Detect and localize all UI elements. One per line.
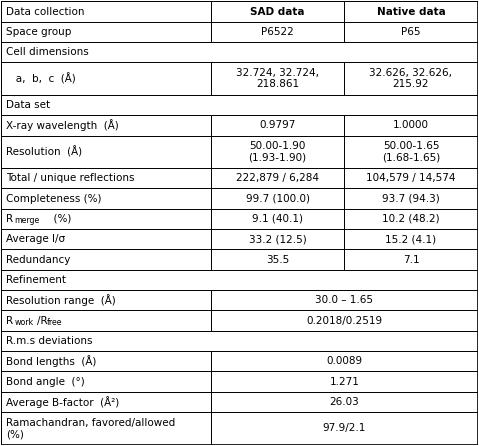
Text: 32.626, 32.626,
215.92: 32.626, 32.626, 215.92 xyxy=(369,68,453,90)
Bar xyxy=(344,229,478,249)
Bar xyxy=(1,290,211,310)
Text: 50.00-1.90
(1.93-1.90): 50.00-1.90 (1.93-1.90) xyxy=(249,141,307,163)
Bar xyxy=(1,1,211,22)
Text: merge: merge xyxy=(15,216,40,225)
Bar xyxy=(211,249,344,270)
Text: R: R xyxy=(6,316,13,326)
Bar xyxy=(1,42,478,62)
Bar xyxy=(344,209,478,229)
Bar xyxy=(1,310,211,331)
Text: 1.271: 1.271 xyxy=(330,376,359,387)
Text: 9.1 (40.1): 9.1 (40.1) xyxy=(252,214,303,224)
Text: a,  b,  c  (Å): a, b, c (Å) xyxy=(6,73,76,84)
Bar xyxy=(1,229,211,249)
Bar xyxy=(1,22,211,42)
Bar xyxy=(211,412,478,445)
Text: 1.0000: 1.0000 xyxy=(393,120,429,130)
Text: Completeness (%): Completeness (%) xyxy=(6,194,102,204)
Bar xyxy=(1,270,478,290)
Text: Native data: Native data xyxy=(376,7,445,17)
Bar xyxy=(1,189,211,209)
Bar xyxy=(1,351,211,372)
Text: 7.1: 7.1 xyxy=(403,255,419,264)
Text: P65: P65 xyxy=(401,27,421,37)
Text: Data set: Data set xyxy=(6,100,50,110)
Text: 30.0 – 1.65: 30.0 – 1.65 xyxy=(315,295,373,305)
Text: Total / unique reflections: Total / unique reflections xyxy=(6,173,135,183)
Text: 10.2 (48.2): 10.2 (48.2) xyxy=(382,214,440,224)
Bar xyxy=(211,115,344,136)
Bar xyxy=(1,168,211,189)
Bar xyxy=(211,1,344,22)
Bar xyxy=(211,310,478,331)
Text: Average B-factor  (Å²): Average B-factor (Å²) xyxy=(6,396,119,408)
Bar xyxy=(344,22,478,42)
Bar xyxy=(344,136,478,168)
Text: Space group: Space group xyxy=(6,27,71,37)
Bar xyxy=(344,249,478,270)
Text: R: R xyxy=(6,214,13,224)
Text: Redundancy: Redundancy xyxy=(6,255,70,264)
Text: 99.7 (100.0): 99.7 (100.0) xyxy=(246,194,309,204)
Text: 0.0089: 0.0089 xyxy=(326,356,362,366)
Text: Average I/σ: Average I/σ xyxy=(6,234,65,244)
Bar xyxy=(344,168,478,189)
Bar xyxy=(211,209,344,229)
Text: Cell dimensions: Cell dimensions xyxy=(6,47,89,57)
Text: Bond lengths  (Å): Bond lengths (Å) xyxy=(6,355,97,367)
Bar xyxy=(344,1,478,22)
Bar xyxy=(211,351,478,372)
Text: 32.724, 32.724,
218.861: 32.724, 32.724, 218.861 xyxy=(236,68,319,90)
Bar xyxy=(1,209,211,229)
Bar xyxy=(211,168,344,189)
Bar xyxy=(1,249,211,270)
Text: work: work xyxy=(15,318,34,327)
Bar xyxy=(211,392,478,412)
Bar xyxy=(211,372,478,392)
Text: Refinement: Refinement xyxy=(6,275,66,285)
Text: Data collection: Data collection xyxy=(6,7,85,17)
Bar xyxy=(211,290,478,310)
Text: 93.7 (94.3): 93.7 (94.3) xyxy=(382,194,440,204)
Bar xyxy=(211,22,344,42)
Text: free: free xyxy=(46,318,62,327)
Bar xyxy=(344,62,478,95)
Text: (%): (%) xyxy=(46,214,71,224)
Text: Bond angle  (°): Bond angle (°) xyxy=(6,376,85,387)
Bar xyxy=(1,372,211,392)
Bar xyxy=(211,189,344,209)
Text: P6522: P6522 xyxy=(261,27,294,37)
Bar xyxy=(1,95,478,115)
Text: Ramachandran, favored/allowed
(%): Ramachandran, favored/allowed (%) xyxy=(6,417,175,439)
Bar xyxy=(211,136,344,168)
Text: 0.2018/0.2519: 0.2018/0.2519 xyxy=(306,316,382,326)
Text: 50.00-1.65
(1.68-1.65): 50.00-1.65 (1.68-1.65) xyxy=(382,141,440,163)
Text: 104,579 / 14,574: 104,579 / 14,574 xyxy=(366,173,456,183)
Text: Resolution range  (Å): Resolution range (Å) xyxy=(6,294,116,306)
Bar xyxy=(1,331,478,351)
Text: 26.03: 26.03 xyxy=(330,397,359,407)
Bar xyxy=(344,115,478,136)
Bar xyxy=(211,62,344,95)
Bar xyxy=(1,62,211,95)
Text: R.m.s deviations: R.m.s deviations xyxy=(6,336,92,346)
Text: /R: /R xyxy=(37,316,48,326)
Text: 97.9/2.1: 97.9/2.1 xyxy=(322,423,366,434)
Bar xyxy=(1,412,211,445)
Text: 35.5: 35.5 xyxy=(266,255,289,264)
Text: Resolution  (Å): Resolution (Å) xyxy=(6,146,82,157)
Bar xyxy=(1,392,211,412)
Text: X-ray wavelength  (Å): X-ray wavelength (Å) xyxy=(6,120,119,132)
Text: SAD data: SAD data xyxy=(251,7,305,17)
Text: 222,879 / 6,284: 222,879 / 6,284 xyxy=(236,173,319,183)
Bar xyxy=(1,136,211,168)
Text: 0.9797: 0.9797 xyxy=(260,120,296,130)
Bar xyxy=(1,115,211,136)
Bar xyxy=(344,189,478,209)
Bar xyxy=(211,229,344,249)
Text: 15.2 (4.1): 15.2 (4.1) xyxy=(386,234,436,244)
Text: 33.2 (12.5): 33.2 (12.5) xyxy=(249,234,307,244)
